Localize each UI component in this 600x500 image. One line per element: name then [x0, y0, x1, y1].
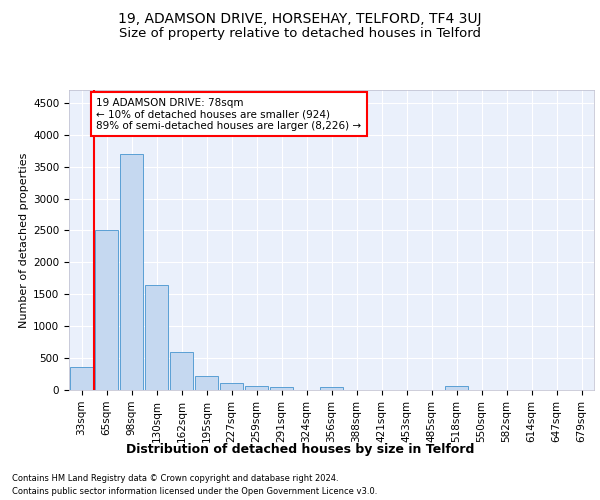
- Text: Size of property relative to detached houses in Telford: Size of property relative to detached ho…: [119, 28, 481, 40]
- Bar: [120, 154, 143, 390]
- Text: Distribution of detached houses by size in Telford: Distribution of detached houses by size …: [126, 442, 474, 456]
- Bar: [145, 286, 168, 390]
- Bar: [220, 384, 243, 390]
- Text: Contains public sector information licensed under the Open Government Licence v3: Contains public sector information licen…: [12, 488, 377, 496]
- Bar: [320, 387, 343, 390]
- Text: Contains HM Land Registry data © Crown copyright and database right 2024.: Contains HM Land Registry data © Crown c…: [12, 474, 338, 483]
- Bar: [195, 376, 218, 390]
- Bar: [95, 230, 118, 390]
- Bar: [170, 352, 193, 390]
- Bar: [245, 386, 268, 390]
- Y-axis label: Number of detached properties: Number of detached properties: [19, 152, 29, 328]
- Bar: [270, 387, 293, 390]
- Bar: [70, 367, 93, 390]
- Bar: [445, 386, 468, 390]
- Text: 19, ADAMSON DRIVE, HORSEHAY, TELFORD, TF4 3UJ: 19, ADAMSON DRIVE, HORSEHAY, TELFORD, TF…: [118, 12, 482, 26]
- Text: 19 ADAMSON DRIVE: 78sqm
← 10% of detached houses are smaller (924)
89% of semi-d: 19 ADAMSON DRIVE: 78sqm ← 10% of detache…: [97, 98, 362, 131]
